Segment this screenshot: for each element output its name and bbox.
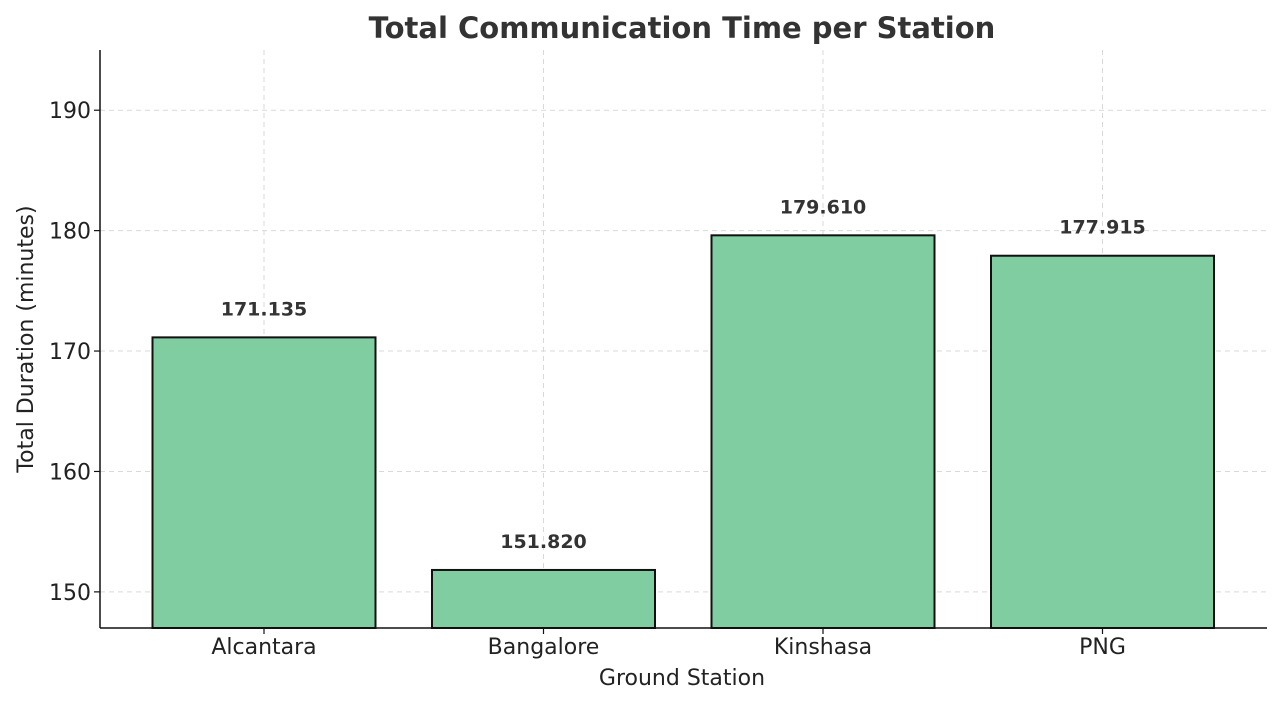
y-tick-label: 190 bbox=[49, 99, 91, 124]
x-axis-label: Ground Station bbox=[599, 666, 765, 691]
chart-title: Total Communication Time per Station bbox=[369, 11, 996, 45]
axes bbox=[94, 50, 1267, 634]
data-labels: 171.135 151.820 179.610 177.915 bbox=[221, 196, 1146, 553]
data-label-png: 177.915 bbox=[1059, 217, 1146, 239]
tick-labels: 150 160 170 180 190 Alcantara Bangalore Kinshas… bbox=[49, 99, 1126, 660]
y-tick-label: 160 bbox=[49, 460, 91, 485]
x-tick-label-alcantara: Alcantara bbox=[211, 635, 316, 660]
bars bbox=[151, 234, 1215, 629]
data-label-kinshasa: 179.610 bbox=[780, 196, 867, 218]
y-tick-label: 150 bbox=[49, 581, 91, 606]
bar-alcantara bbox=[151, 336, 377, 629]
bar-bangalore bbox=[431, 568, 656, 629]
bar-png bbox=[990, 254, 1215, 629]
x-tick-label-bangalore: Bangalore bbox=[488, 635, 600, 660]
x-tick-label-png: PNG bbox=[1079, 635, 1126, 660]
y-tick-label: 170 bbox=[49, 340, 91, 365]
y-axis-label: Total Duration (minutes) bbox=[14, 205, 39, 473]
x-tick-label-kinshasa: Kinshasa bbox=[774, 635, 872, 660]
y-tick-label: 180 bbox=[49, 220, 91, 245]
data-label-alcantara: 171.135 bbox=[221, 298, 308, 320]
bar-kinshasa bbox=[710, 234, 936, 629]
data-label-bangalore: 151.820 bbox=[500, 531, 587, 553]
